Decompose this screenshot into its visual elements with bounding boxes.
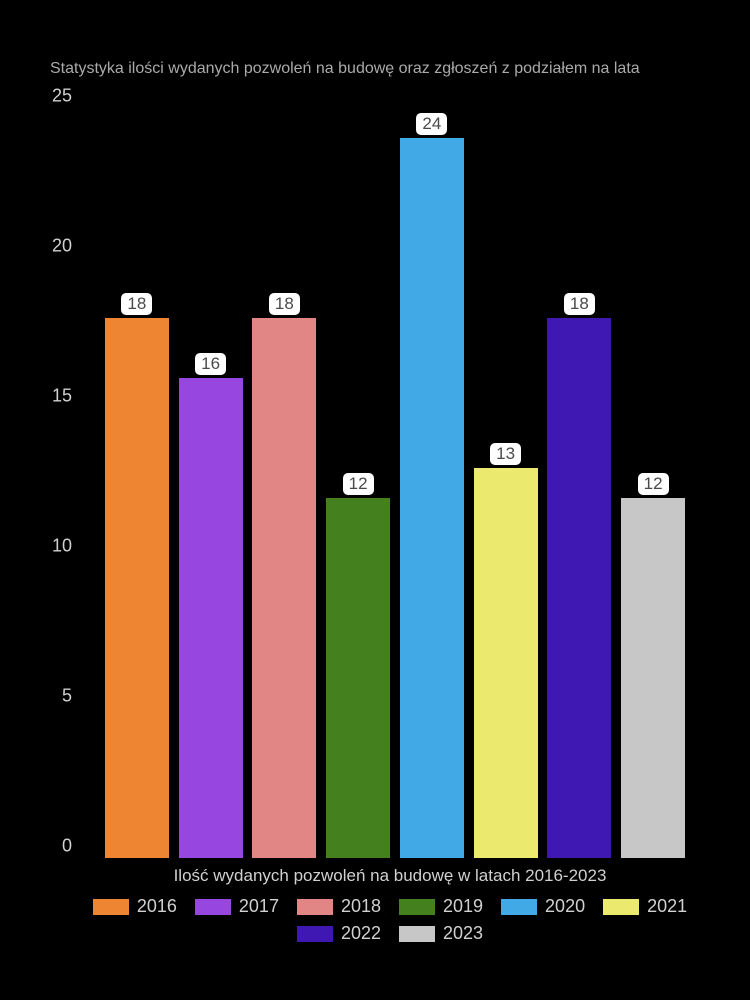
legend-swatch	[603, 899, 639, 915]
plot-area: 0510152025 1816181224131812	[70, 108, 710, 858]
legend-item-2018: 2018	[297, 896, 381, 917]
y-tick: 20	[52, 236, 72, 257]
y-tick: 10	[52, 536, 72, 557]
bar	[474, 468, 538, 858]
bar-2017: 16	[179, 378, 243, 858]
legend-item-2016: 2016	[93, 896, 177, 917]
bar-value-label: 16	[195, 353, 226, 375]
y-axis: 0510152025	[40, 108, 80, 858]
legend-label: 2022	[341, 923, 381, 944]
bar	[179, 378, 243, 858]
y-tick: 25	[52, 86, 72, 107]
y-tick: 15	[52, 386, 72, 407]
legend-swatch	[399, 899, 435, 915]
legend-item-2020: 2020	[501, 896, 585, 917]
legend-swatch	[501, 899, 537, 915]
bar-2023: 12	[621, 498, 685, 858]
legend-label: 2020	[545, 896, 585, 917]
y-tick: 5	[62, 686, 72, 707]
bar	[326, 498, 390, 858]
legend-item-2023: 2023	[399, 923, 483, 944]
y-tick: 0	[62, 836, 72, 857]
bar-2022: 18	[547, 318, 611, 858]
legend-item-2019: 2019	[399, 896, 483, 917]
bar-value-label: 12	[343, 473, 374, 495]
bar-2021: 13	[474, 468, 538, 858]
legend-label: 2019	[443, 896, 483, 917]
bar-2019: 12	[326, 498, 390, 858]
legend-swatch	[93, 899, 129, 915]
bar	[547, 318, 611, 858]
bars-group: 1816181224131812	[100, 108, 690, 858]
bar	[105, 318, 169, 858]
bar-2020: 24	[400, 138, 464, 858]
bar-2016: 18	[105, 318, 169, 858]
bar	[252, 318, 316, 858]
chart-title: Statystyka ilości wydanych pozwoleń na b…	[50, 60, 710, 78]
legend-swatch	[399, 926, 435, 942]
x-axis-label: Ilość wydanych pozwoleń na budowę w lata…	[70, 866, 710, 886]
legend-swatch	[195, 899, 231, 915]
bar-value-label: 18	[269, 293, 300, 315]
legend-item-2017: 2017	[195, 896, 279, 917]
bar-value-label: 12	[638, 473, 669, 495]
chart-container: Statystyka ilości wydanych pozwoleń na b…	[50, 60, 710, 940]
legend-label: 2023	[443, 923, 483, 944]
bar	[400, 138, 464, 858]
legend-swatch	[297, 926, 333, 942]
legend-label: 2018	[341, 896, 381, 917]
legend-item-2021: 2021	[603, 896, 687, 917]
bar	[621, 498, 685, 858]
bar-value-label: 24	[416, 113, 447, 135]
legend-label: 2016	[137, 896, 177, 917]
bar-2018: 18	[252, 318, 316, 858]
legend-label: 2017	[239, 896, 279, 917]
bar-value-label: 18	[121, 293, 152, 315]
bar-value-label: 18	[564, 293, 595, 315]
legend: 2016 2017 2018 2019 2020 2021 2022 2023	[70, 896, 710, 944]
legend-swatch	[297, 899, 333, 915]
legend-label: 2021	[647, 896, 687, 917]
legend-item-2022: 2022	[297, 923, 381, 944]
bar-value-label: 13	[490, 443, 521, 465]
